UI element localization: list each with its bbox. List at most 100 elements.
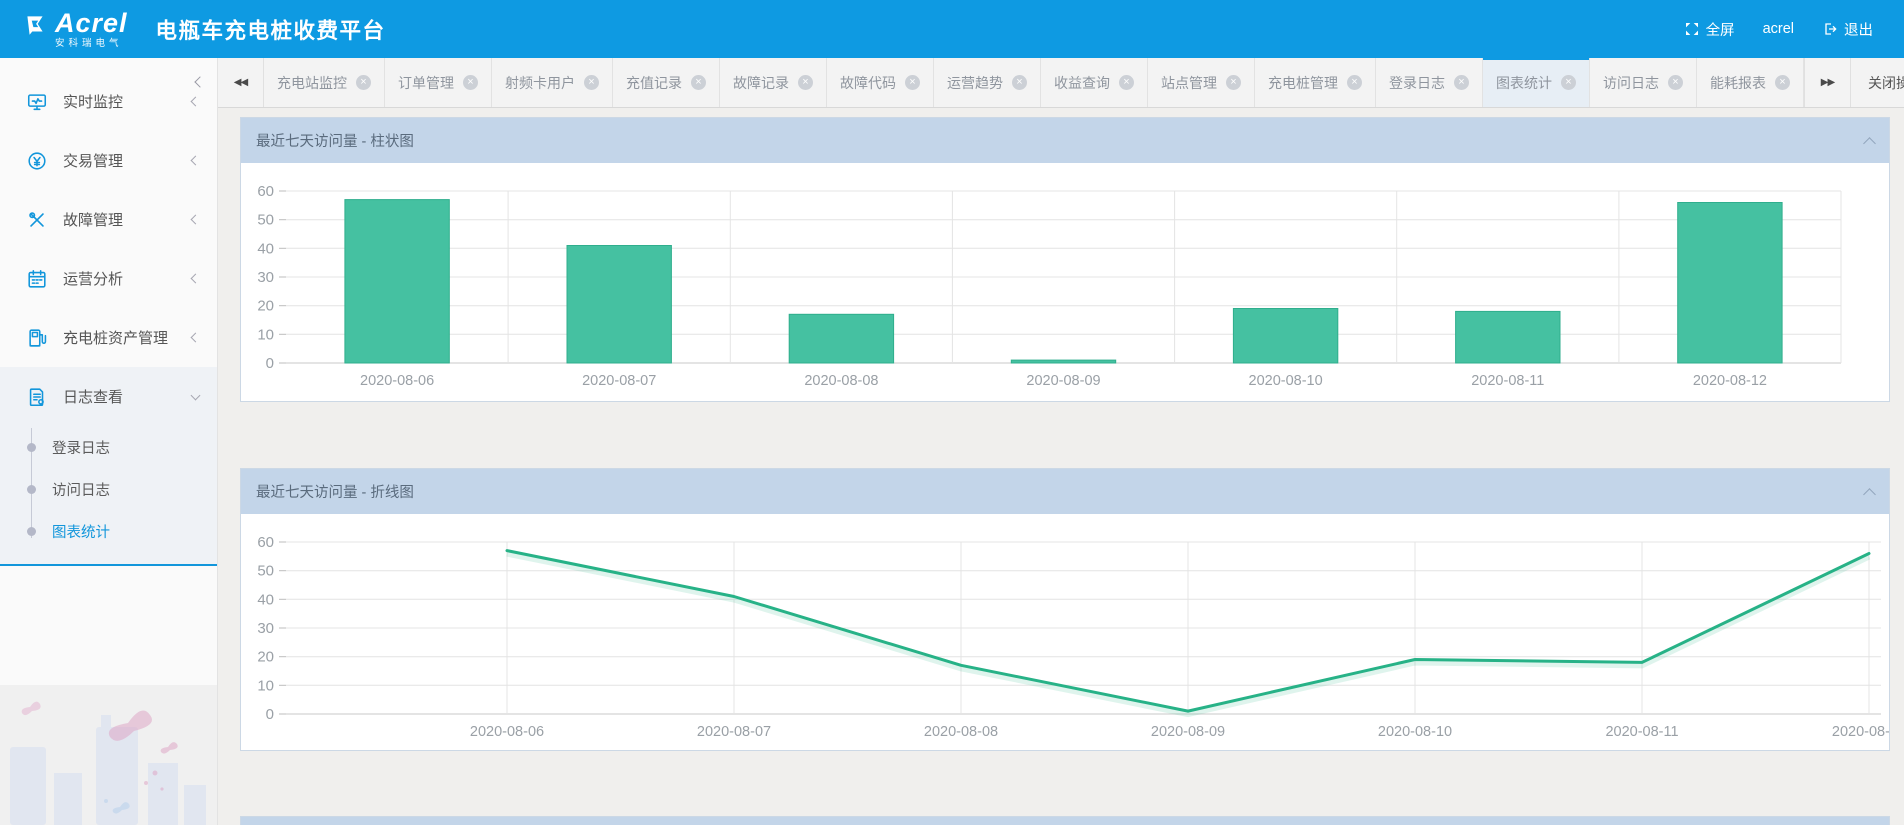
svg-text:0: 0 bbox=[266, 706, 274, 723]
svg-text:2020-08-09: 2020-08-09 bbox=[1151, 724, 1225, 740]
tab[interactable]: 故障代码 bbox=[827, 58, 934, 107]
transaction-icon bbox=[26, 150, 48, 172]
svg-text:2020-08-08: 2020-08-08 bbox=[804, 373, 878, 389]
tab-close-icon[interactable] bbox=[584, 75, 599, 90]
panel-title: 最近七天访问量 - 柱状图 bbox=[256, 134, 414, 150]
tab-close-icon[interactable] bbox=[691, 75, 706, 90]
sidebar-subitem[interactable]: 访问日志 bbox=[0, 468, 217, 510]
svg-text:2020-08-06: 2020-08-06 bbox=[360, 373, 434, 389]
chevron-icon bbox=[190, 390, 201, 400]
tab[interactable]: 运营趋势 bbox=[934, 58, 1041, 107]
bar-chart-panel: 最近七天访问量 - 柱状图 0 10 20 30 40 50 60 2020-08-06 202… bbox=[240, 117, 1890, 402]
tab-close-icon[interactable] bbox=[1226, 75, 1241, 90]
svg-text:0: 0 bbox=[266, 355, 274, 372]
tab-close-icon[interactable] bbox=[798, 75, 813, 90]
tab-close-icon[interactable] bbox=[1347, 75, 1362, 90]
chevron-icon bbox=[190, 273, 201, 284]
sidebar-subitem[interactable]: 图表统计 bbox=[0, 510, 217, 552]
tab-close-icon[interactable] bbox=[1454, 75, 1469, 90]
svg-text:60: 60 bbox=[257, 183, 274, 200]
svg-text:2020-08-11: 2020-08-11 bbox=[1605, 724, 1678, 740]
tabs-scroll-left-button[interactable] bbox=[218, 58, 264, 107]
fullscreen-icon bbox=[1685, 23, 1698, 35]
panel-collapse-icon[interactable] bbox=[1863, 487, 1876, 501]
sidebar-item[interactable]: 交易管理 bbox=[0, 131, 217, 190]
tab[interactable]: 收益查询 bbox=[1041, 58, 1148, 107]
tab-close-icon[interactable] bbox=[905, 75, 920, 90]
tab-close-icon[interactable] bbox=[1561, 75, 1576, 90]
svg-text:40: 40 bbox=[257, 240, 274, 257]
chevron-icon bbox=[190, 214, 201, 225]
tab-close-icon[interactable] bbox=[1668, 75, 1683, 90]
tab[interactable]: 充电桩管理 bbox=[1255, 58, 1376, 107]
panel-header bbox=[241, 817, 1889, 825]
chevron-icon bbox=[190, 96, 201, 107]
svg-text:2020-08-12: 2020-08-12 bbox=[1693, 373, 1767, 389]
panel-title: 最近七天访问量 - 折线图 bbox=[256, 485, 414, 501]
svg-text:2020-08-10: 2020-08-10 bbox=[1378, 724, 1452, 740]
tab[interactable]: 站点管理 bbox=[1148, 58, 1255, 107]
sidebar-item[interactable]: 充电桩资产管理 bbox=[0, 308, 217, 367]
page-title: 电瓶车充电桩收费平台 bbox=[155, 18, 386, 43]
sidebar-subitem[interactable]: 登录日志 bbox=[0, 426, 217, 468]
acrel-logo-icon bbox=[27, 16, 43, 35]
sidebar-submenu: 登录日志 访问日志 图表统计 bbox=[0, 426, 217, 564]
tab-close-icon[interactable] bbox=[1775, 75, 1790, 90]
brand-subtitle: 安科瑞电气 bbox=[55, 37, 123, 49]
acrel-logo: Acrel 安科瑞电气 bbox=[22, 9, 128, 49]
svg-text:2020-08-11: 2020-08-11 bbox=[1471, 373, 1544, 389]
tab[interactable]: 访问日志 bbox=[1590, 58, 1697, 107]
svg-text:60: 60 bbox=[257, 534, 274, 551]
topbar-actions: 全屏 acrel 退出 bbox=[1675, 19, 1882, 40]
svg-text:2020-08-06: 2020-08-06 bbox=[470, 724, 544, 740]
sidebar-item[interactable]: 运营分析 bbox=[0, 249, 217, 308]
tab[interactable]: 登录日志 bbox=[1376, 58, 1483, 107]
svg-text:2020-08-12: 2020-08-12 bbox=[1832, 724, 1889, 740]
tab[interactable]: 充电站监控 bbox=[264, 58, 385, 107]
svg-text:2020-08-07: 2020-08-07 bbox=[582, 373, 656, 389]
tab[interactable]: 射频卡用户 bbox=[492, 58, 613, 107]
tab[interactable]: 故障记录 bbox=[720, 58, 827, 107]
tab-close-icon[interactable] bbox=[356, 75, 371, 90]
sidebar-item[interactable]: 故障管理 bbox=[0, 190, 217, 249]
line-chart: 0 10 20 30 40 50 60 2020-08-06 2020-08-07 2020-08… bbox=[257, 534, 1889, 740]
svg-text:2020-08-08: 2020-08-08 bbox=[924, 724, 998, 740]
tab-close-icon[interactable] bbox=[1012, 75, 1027, 90]
tabs-scroll-right-button[interactable] bbox=[1804, 58, 1850, 107]
sidebar-item[interactable]: 日志查看 bbox=[0, 367, 217, 426]
svg-text:2020-08-10: 2020-08-10 bbox=[1249, 373, 1323, 389]
tab-close-icon[interactable] bbox=[1119, 75, 1134, 90]
svg-text:10: 10 bbox=[257, 677, 274, 694]
sidebar-active-divider bbox=[0, 564, 217, 566]
panel-header: 最近七天访问量 - 折线图 bbox=[241, 469, 1889, 514]
logout-button[interactable]: 退出 bbox=[1813, 19, 1882, 40]
charging-pile-icon bbox=[26, 327, 48, 349]
sidebar: 实时监控 交易管理 bbox=[0, 58, 218, 825]
tab-bar: 充电站监控 订单管理 射频卡用户 bbox=[218, 58, 1904, 108]
svg-text:50: 50 bbox=[257, 212, 274, 229]
tab[interactable]: 能耗报表 bbox=[1697, 58, 1804, 107]
svg-text:50: 50 bbox=[257, 563, 274, 580]
svg-text:10: 10 bbox=[257, 326, 274, 343]
fullscreen-button[interactable]: 全屏 bbox=[1675, 19, 1744, 40]
tab[interactable]: 图表统计 bbox=[1483, 58, 1590, 107]
tab[interactable]: 充值记录 bbox=[613, 58, 720, 107]
close-operations-menu[interactable]: 关闭操作 bbox=[1850, 58, 1904, 107]
panel-collapse-icon[interactable] bbox=[1863, 136, 1876, 150]
main-content: 最近七天访问量 - 柱状图 0 10 20 30 40 50 60 2020-08-06 202… bbox=[218, 108, 1904, 825]
sidebar-menu: 实时监控 交易管理 bbox=[0, 58, 217, 564]
tools-icon bbox=[26, 209, 48, 231]
chevron-icon bbox=[190, 155, 201, 166]
svg-text:2020-08-07: 2020-08-07 bbox=[697, 724, 771, 740]
decorative-illustration-icon bbox=[10, 701, 206, 825]
tab[interactable]: 订单管理 bbox=[385, 58, 492, 107]
sidebar-item[interactable]: 实时监控 bbox=[0, 72, 217, 131]
top-header-bar: Acrel 安科瑞电气 电瓶车充电桩收费平台 全屏 acrel 退出 bbox=[0, 0, 1904, 58]
calendar-icon bbox=[26, 268, 48, 290]
bar-chart: 0 10 20 30 40 50 60 2020-08-06 2020-08-07 2020-08… bbox=[257, 183, 1842, 389]
tab-close-icon[interactable] bbox=[463, 75, 478, 90]
logout-icon bbox=[1825, 23, 1837, 35]
username-menu[interactable]: acrel bbox=[1762, 21, 1794, 37]
monitor-icon bbox=[26, 91, 48, 113]
